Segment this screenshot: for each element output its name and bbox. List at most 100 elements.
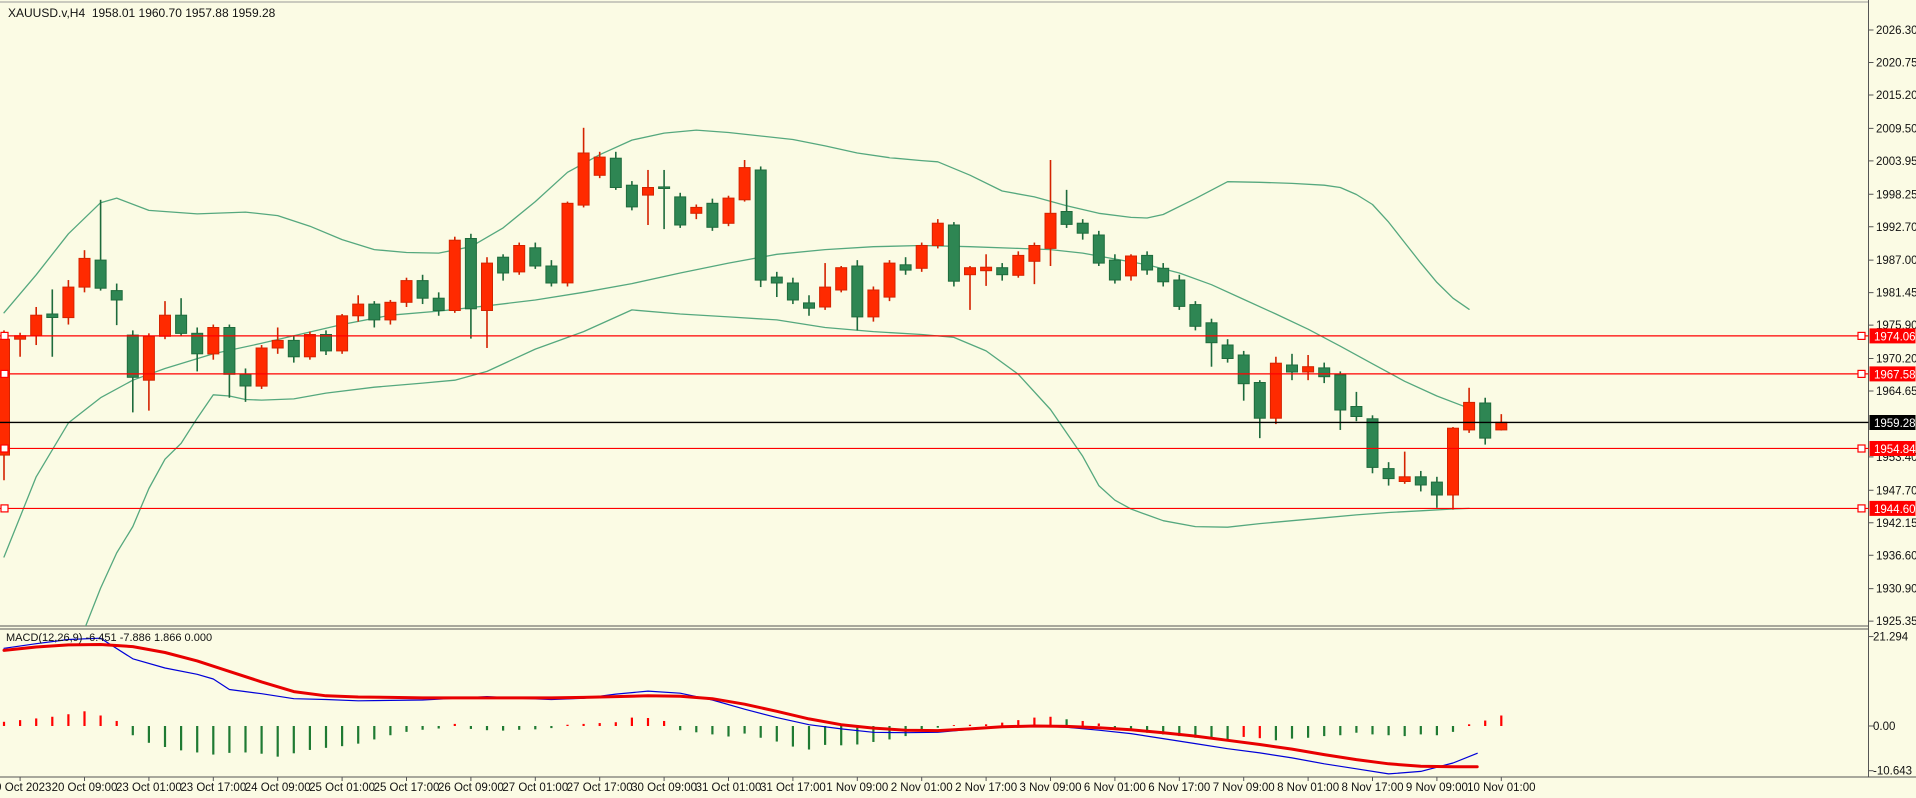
candle-body	[481, 262, 493, 312]
bollinger-bands	[3, 129, 1470, 626]
level-price-badge[interactable]: 1954.84	[1869, 441, 1916, 456]
bollinger-upper-band	[3, 129, 1470, 314]
level-handle-right[interactable]	[1857, 444, 1866, 453]
candle-body	[1237, 354, 1250, 385]
level-handle-right[interactable]	[1857, 331, 1866, 340]
candle-body	[191, 332, 204, 355]
current-price-badge-text: 1959.28	[1874, 418, 1916, 430]
candle-body	[1044, 212, 1057, 249]
candle-body	[883, 262, 896, 298]
level-handle-right[interactable]	[1857, 369, 1866, 378]
candle-body	[207, 327, 220, 355]
price-level-line[interactable]	[0, 444, 1869, 453]
candle-body	[1479, 402, 1492, 439]
current-price-badge[interactable]: 1959.28	[1869, 415, 1916, 430]
candle-body	[1205, 322, 1218, 344]
price-axis-label: 2015.20	[1876, 90, 1916, 102]
level-handle-left[interactable]	[0, 444, 9, 453]
candle-body	[1269, 362, 1282, 419]
candle-body	[1414, 476, 1427, 486]
candle-body	[1076, 222, 1089, 234]
macd-main-line	[3, 637, 1478, 775]
level-price-badge-bg[interactable]	[1869, 366, 1916, 382]
candle-body	[996, 267, 1009, 276]
level-handle-left[interactable]	[0, 504, 9, 513]
candle-body	[287, 339, 300, 358]
macd-signal-line	[2, 643, 1479, 769]
time-axis-label: 6 Nov 17:00	[1148, 782, 1210, 794]
candle-body	[642, 187, 654, 196]
candle-body	[1157, 267, 1170, 283]
candle-body	[1028, 245, 1041, 262]
macd-indicator-label: MACD(12,26,9) -6.451 -7.886 1.866 0.000	[6, 632, 213, 644]
time-axis-label: 27 Oct 17:00	[567, 782, 633, 794]
candle-body	[497, 256, 510, 274]
candle-body	[400, 280, 413, 303]
candle-body	[980, 266, 993, 272]
candle-body	[94, 259, 107, 289]
time-axis-label: 30 Oct 09:00	[631, 782, 697, 794]
price-axis-label: 1964.65	[1876, 386, 1916, 398]
macd-axis-label: -10.643	[1873, 766, 1912, 778]
candle-body	[529, 247, 542, 267]
candle-body	[1173, 279, 1186, 307]
time-axis-label: 2 Nov 17:00	[955, 782, 1017, 794]
macd-graphics	[2, 637, 1503, 775]
candle-body	[352, 303, 365, 317]
candle-body	[1430, 481, 1443, 496]
time-axis-label: 25 Oct 01:00	[309, 782, 375, 794]
candle-body	[593, 156, 606, 176]
level-price-badge[interactable]: 1967.58	[1869, 366, 1916, 382]
candle-body	[964, 267, 976, 276]
candle-body	[1125, 255, 1137, 277]
candle-body	[819, 286, 832, 308]
price-level-line[interactable]	[0, 369, 1869, 378]
price-axis-label: 1942.15	[1876, 518, 1916, 530]
candle-body	[1350, 406, 1363, 417]
level-price-badge-text: 1954.84	[1874, 444, 1916, 456]
candle-body	[175, 314, 188, 334]
candle-body	[255, 347, 268, 387]
price-axis[interactable]: 2026.30 2020.75 2015.20 2009.50 2003.95 1998.…	[1868, 25, 1916, 628]
time-axis-label: 7 Nov 09:00	[1213, 782, 1275, 794]
price-axis-label: 1981.45	[1876, 288, 1916, 300]
candle-body	[722, 197, 735, 224]
time-axis-label: 20 Oct 09:00	[52, 782, 118, 794]
time-axis-label: 23 Oct 01:00	[116, 782, 182, 794]
time-axis-label: 31 Oct 01:00	[696, 782, 762, 794]
level-price-badge-bg[interactable]	[1869, 328, 1916, 344]
candle-body	[658, 186, 671, 189]
level-price-badge[interactable]: 1974.06	[1869, 328, 1916, 344]
candle-body	[609, 157, 622, 188]
candle-body	[1463, 401, 1476, 431]
macd-axis-label: 21.294	[1873, 632, 1909, 644]
price-level-line[interactable]	[0, 504, 1869, 513]
time-axis-label: 23 Oct 17:00	[180, 782, 246, 794]
price-level-line[interactable]	[0, 331, 1869, 340]
price-axis-label: 2009.50	[1876, 123, 1916, 135]
time-axis-label: 6 Nov 01:00	[1084, 782, 1146, 794]
level-handle-left[interactable]	[0, 331, 9, 340]
candle-body	[110, 290, 123, 301]
candle-body	[625, 184, 638, 208]
level-price-badge-text: 1974.06	[1874, 331, 1916, 343]
time-axis-label: 8 Nov 17:00	[1341, 782, 1403, 794]
current-price-badge-bg[interactable]	[1869, 415, 1916, 430]
level-price-badge-bg[interactable]	[1869, 500, 1916, 516]
time-axis-label: 26 Oct 09:00	[438, 782, 504, 794]
level-handle-right[interactable]	[1857, 504, 1866, 513]
candle-body	[416, 280, 429, 299]
candle-body	[899, 264, 912, 271]
level-price-badge[interactable]: 1944.60	[1869, 500, 1916, 516]
candle-body	[126, 334, 139, 378]
level-price-badge-bg[interactable]	[1869, 441, 1916, 456]
candle-body	[513, 245, 526, 273]
level-handle-left[interactable]	[0, 369, 9, 378]
time-axis-label: 25 Oct 17:00	[374, 782, 440, 794]
candle-body	[432, 297, 445, 312]
candle-body	[1189, 304, 1202, 327]
candle-body	[803, 302, 815, 309]
level-price-badge-text: 1944.60	[1874, 504, 1916, 516]
